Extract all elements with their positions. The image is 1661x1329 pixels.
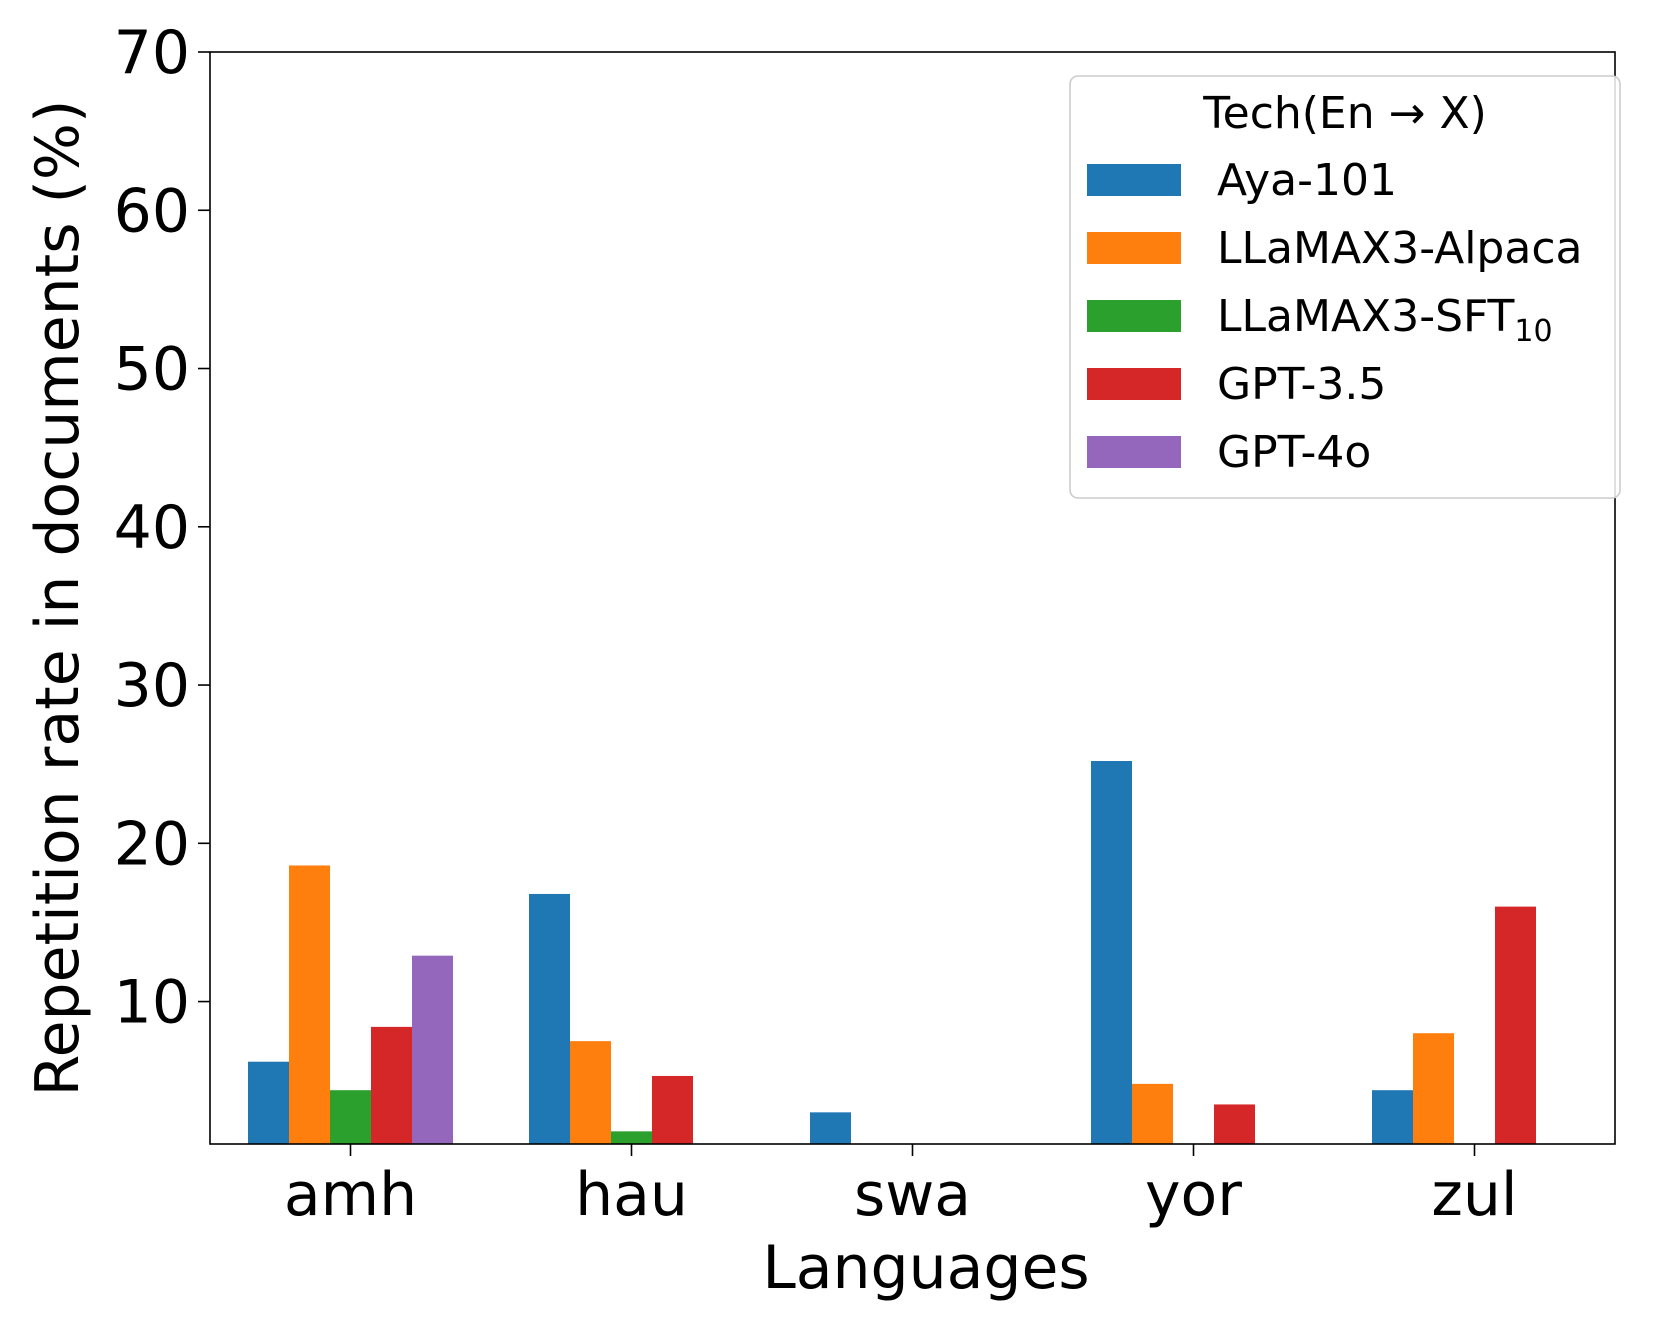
legend-label-text: GPT-4o xyxy=(1217,427,1371,478)
legend-label-text: LLaMAX3-Alpaca xyxy=(1217,223,1582,274)
legend-swatch xyxy=(1087,368,1181,400)
legend-label-subscript: 10 xyxy=(1514,314,1552,349)
y-tick-label: 10 xyxy=(114,968,190,1038)
bar-zul-aya-101 xyxy=(1372,1090,1413,1144)
legend-label-text: Aya-101 xyxy=(1217,155,1397,206)
x-tick-label: hau xyxy=(575,1160,688,1230)
x-tick-label: swa xyxy=(854,1160,971,1230)
legend-box xyxy=(1069,75,1621,499)
legend-swatch xyxy=(1087,436,1181,468)
legend-label-text: LLaMAX3-SFT xyxy=(1217,291,1515,342)
bar-hau-llamax3-sft10 xyxy=(611,1131,652,1144)
bar-amh-llamax3-sft10 xyxy=(330,1090,371,1144)
x-axis: amh hau swa yor zul xyxy=(284,1144,1518,1230)
bar-yor-llamax3-alpaca xyxy=(1132,1083,1173,1144)
y-tick-label: 40 xyxy=(114,493,190,563)
bar-amh-llamax3-alpaca xyxy=(289,865,330,1144)
x-axis-label: Languages xyxy=(762,1233,1089,1303)
y-tick-label: 70 xyxy=(114,18,190,88)
bar-zul-llamax3-alpaca xyxy=(1413,1033,1454,1144)
bar-amh-gpt-4o xyxy=(412,955,453,1144)
y-tick-label: 30 xyxy=(114,651,190,721)
legend-label: Aya-101 xyxy=(1217,155,1397,206)
bar-amh-gpt-3-5 xyxy=(371,1026,412,1144)
legend-entries: Aya-101 LLaMAX3-Alpaca LLaMAX3-SFT10 GPT-3.… xyxy=(1087,155,1582,478)
legend: Tech(En → X) Aya-101 LLaMAX3-Alpaca LLaMAX… xyxy=(1069,75,1621,499)
x-tick-label: zul xyxy=(1431,1160,1517,1230)
legend-swatch xyxy=(1087,232,1181,264)
legend-label: LLaMAX3-Alpaca xyxy=(1217,223,1582,274)
x-tick-label: amh xyxy=(284,1160,417,1230)
bar-zul-gpt-3-5 xyxy=(1495,906,1536,1144)
y-tick-label: 20 xyxy=(114,809,190,879)
bars-layer xyxy=(248,761,1536,1144)
legend-label: GPT-3.5 xyxy=(1217,359,1386,410)
bar-amh-aya-101 xyxy=(248,1061,289,1144)
x-tick-label: yor xyxy=(1145,1160,1242,1230)
bar-hau-llamax3-alpaca xyxy=(570,1041,611,1144)
legend-label: LLaMAX3-SFT10 xyxy=(1217,291,1553,349)
y-tick-label: 50 xyxy=(114,335,190,405)
bar-yor-aya-101 xyxy=(1091,761,1132,1144)
legend-swatch xyxy=(1087,300,1181,332)
y-tick-label: 60 xyxy=(114,176,190,246)
bar-swa-aya-101 xyxy=(810,1112,851,1144)
legend-swatch xyxy=(1087,164,1181,196)
bar-hau-aya-101 xyxy=(529,893,570,1144)
y-axis: 10 20 30 40 50 60 70 xyxy=(114,18,210,1038)
y-axis-label: Repetition rate in documents (%) xyxy=(23,100,93,1097)
legend-label: GPT-4o xyxy=(1217,427,1371,478)
legend-title: Tech(En → X) xyxy=(1202,88,1487,139)
bar-hau-gpt-3-5 xyxy=(652,1075,693,1144)
legend-label-text: GPT-3.5 xyxy=(1217,359,1386,410)
bar-yor-gpt-3-5 xyxy=(1214,1104,1255,1144)
